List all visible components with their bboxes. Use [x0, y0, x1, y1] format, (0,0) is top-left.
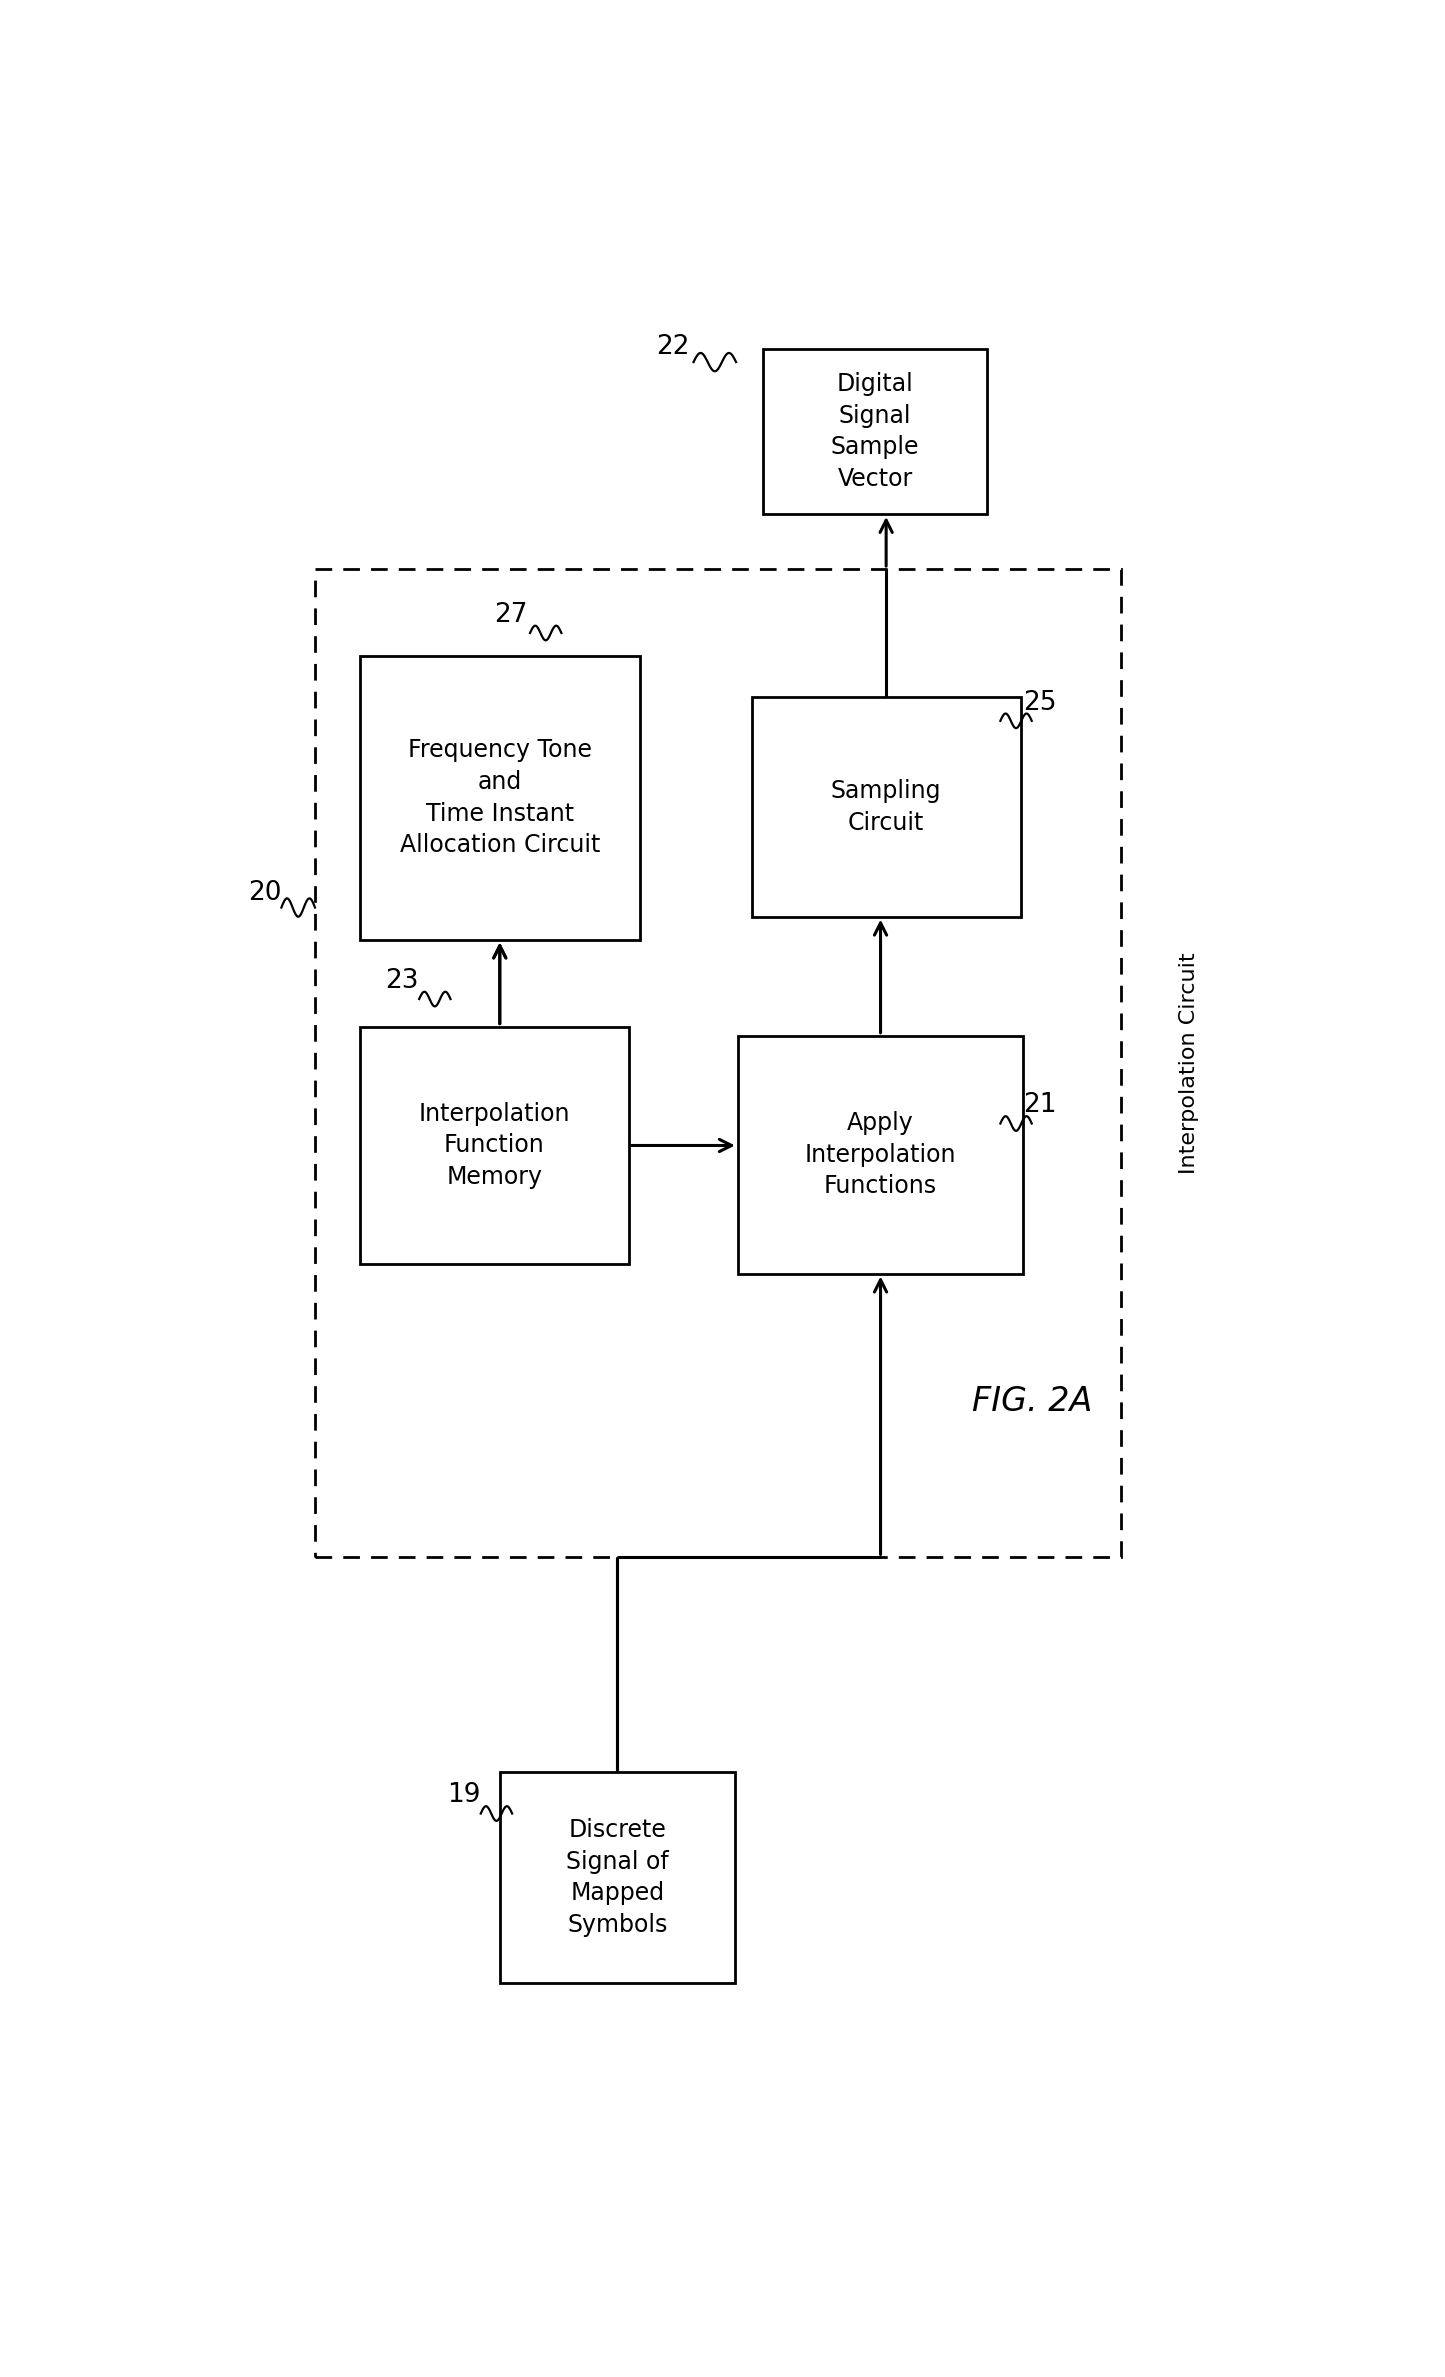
Text: Frequency Tone
and
Time Instant
Allocation Circuit: Frequency Tone and Time Instant Allocati… [400, 739, 600, 858]
Bar [738, 1036, 1023, 1274]
Text: Digital
Signal
Sample
Vector: Digital Signal Sample Vector [831, 373, 919, 492]
Text: 23: 23 [386, 967, 419, 994]
Text: 22: 22 [656, 335, 691, 361]
Text: 20: 20 [249, 879, 282, 906]
Text: FIG. 2A: FIG. 2A [971, 1386, 1092, 1419]
Bar [360, 1027, 629, 1265]
Text: Interpolation Circuit: Interpolation Circuit [1179, 953, 1198, 1174]
Bar [500, 1773, 736, 1982]
Text: 19: 19 [447, 1783, 481, 1809]
Bar [763, 349, 987, 513]
Bar [315, 568, 1121, 1557]
Text: Discrete
Signal of
Mapped
Symbols: Discrete Signal of Mapped Symbols [566, 1818, 669, 1937]
Text: Interpolation
Function
Memory: Interpolation Function Memory [419, 1103, 569, 1188]
Text: Apply
Interpolation
Functions: Apply Interpolation Functions [805, 1110, 957, 1198]
Text: Sampling
Circuit: Sampling Circuit [831, 780, 941, 834]
Text: 27: 27 [494, 601, 527, 628]
Bar [751, 696, 1020, 918]
Bar [360, 656, 640, 939]
Text: 25: 25 [1023, 689, 1056, 715]
Text: 21: 21 [1023, 1091, 1056, 1117]
